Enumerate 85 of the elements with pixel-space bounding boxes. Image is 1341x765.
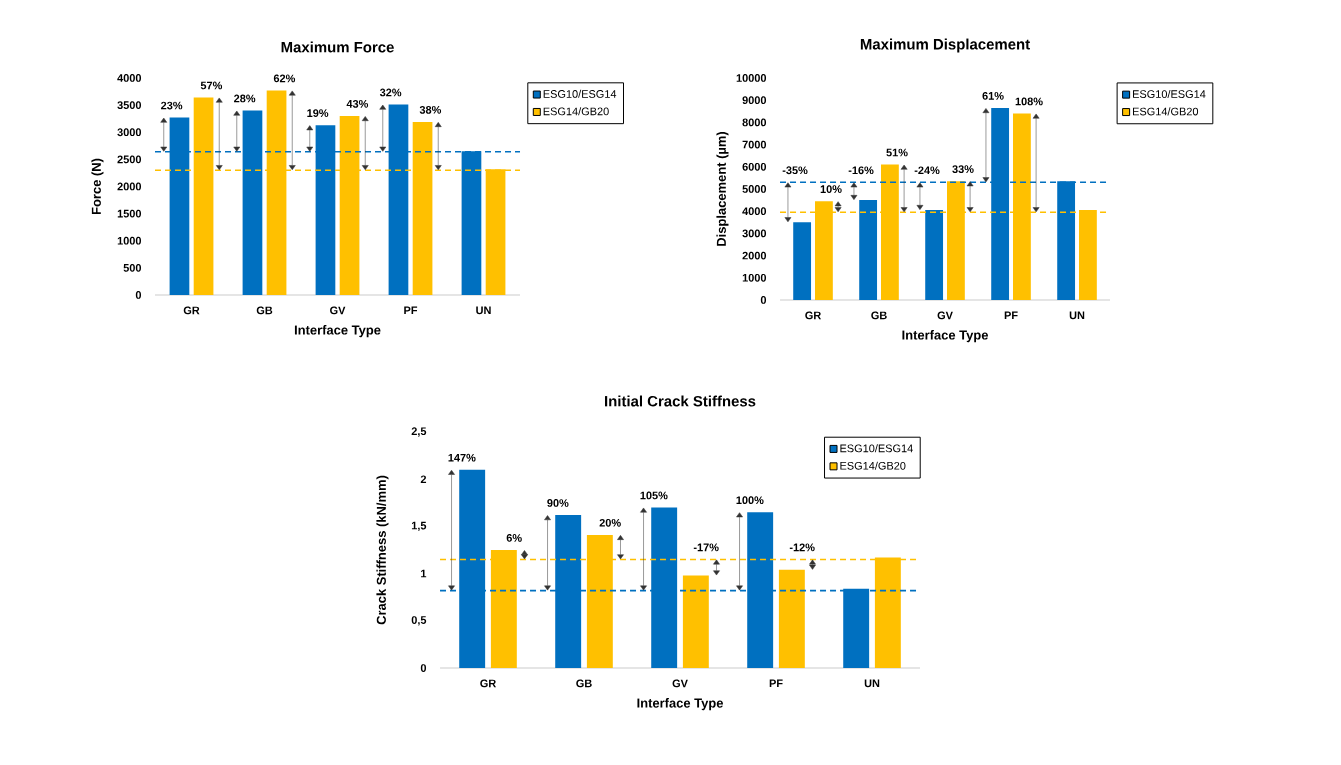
x-tick-label: UN bbox=[476, 306, 491, 315]
annotation: 10% bbox=[820, 185, 842, 193]
annotation: 43% bbox=[346, 100, 369, 108]
annotation: -17% bbox=[693, 543, 719, 552]
y-tick-label: 7000 bbox=[742, 140, 767, 149]
y-tick-label: 1000 bbox=[742, 273, 767, 282]
annotation: 23% bbox=[161, 101, 183, 110]
y-axis-title: Displacement (µm) bbox=[716, 131, 729, 246]
y-tick-label: 0 bbox=[760, 296, 767, 304]
x-tick-label: GB bbox=[871, 311, 887, 320]
annotation: 32% bbox=[379, 88, 402, 97]
y-tick-label: 1,5 bbox=[411, 521, 427, 532]
annotation: 28% bbox=[234, 94, 256, 103]
y-tick-label: 0 bbox=[135, 291, 142, 299]
y-tick-label: 3500 bbox=[117, 101, 142, 109]
annotation: 90% bbox=[547, 499, 569, 507]
annotation: 105% bbox=[640, 491, 668, 500]
y-tick-label: 0 bbox=[420, 664, 427, 672]
x-tick-label: GR bbox=[805, 311, 822, 320]
y-tick-label: 4000 bbox=[117, 74, 142, 82]
y-tick-label: 2000 bbox=[742, 251, 767, 260]
y-tick-label: 6000 bbox=[742, 162, 767, 171]
x-tick-label: UN bbox=[864, 679, 880, 688]
bar bbox=[859, 200, 878, 300]
legend-label: ESG14/GB20 bbox=[1133, 107, 1199, 116]
bar bbox=[925, 210, 944, 300]
x-tick-label: GR bbox=[480, 679, 497, 688]
annotation: 33% bbox=[952, 165, 974, 174]
bar bbox=[682, 575, 709, 668]
annotation: 19% bbox=[307, 109, 329, 117]
annotation: 20% bbox=[599, 518, 621, 527]
y-tick-label: 5000 bbox=[742, 185, 767, 193]
annotation: 62% bbox=[273, 74, 296, 83]
bar bbox=[778, 569, 805, 668]
annotation: -12% bbox=[789, 543, 815, 552]
y-tick-label: 500 bbox=[123, 263, 142, 272]
y-tick-label: 4000 bbox=[742, 207, 767, 216]
y-tick-label: 2500 bbox=[117, 155, 142, 164]
annotation: -24% bbox=[914, 166, 940, 175]
y-tick-label: 1500 bbox=[117, 209, 142, 218]
legend-label: ESG10/ESG14 bbox=[1133, 89, 1206, 98]
x-tick-label: PF bbox=[1004, 311, 1018, 320]
y-tick-label: 10000 bbox=[736, 74, 767, 82]
annotation: -35% bbox=[782, 166, 808, 175]
annotation: 61% bbox=[982, 92, 1004, 100]
bar bbox=[793, 222, 812, 300]
x-tick-label: GR bbox=[183, 306, 200, 315]
chart-title: Maximum Force bbox=[281, 41, 394, 53]
x-tick-label: UN bbox=[1069, 311, 1085, 320]
legend-label: ESG10/ESG14 bbox=[543, 89, 617, 98]
x-tick-label: GB bbox=[576, 679, 592, 688]
y-axis-title: Force (N) bbox=[91, 158, 104, 215]
x-tick-label: GB bbox=[256, 306, 273, 315]
chart-title: Maximum Displacement bbox=[860, 38, 1030, 53]
y-tick-label: 0,5 bbox=[411, 616, 427, 626]
chart-title: Initial Crack Stiffness bbox=[605, 395, 756, 407]
legend-label: ESG14/GB20 bbox=[840, 461, 906, 470]
y-tick-label: 9000 bbox=[742, 96, 767, 105]
y-axis-title: Crack Stiffness (kN/mm) bbox=[376, 475, 389, 625]
y-tick-label: 2,5 bbox=[411, 427, 427, 437]
x-tick-label: GV bbox=[672, 679, 688, 688]
y-tick-label: 8000 bbox=[742, 118, 767, 127]
annotation: 100% bbox=[736, 496, 764, 505]
annotation: 51% bbox=[886, 148, 908, 157]
x-tick-label: PF bbox=[404, 306, 418, 315]
x-axis-title: Interface Type bbox=[294, 325, 381, 338]
y-tick-label: 1000 bbox=[117, 236, 142, 245]
legend-label: ESG10/ESG14 bbox=[840, 444, 913, 453]
annotation: 108% bbox=[1015, 97, 1043, 106]
x-tick-label: GV bbox=[330, 306, 346, 315]
y-tick-label: 3000 bbox=[742, 229, 767, 238]
x-axis-title: Interface Type bbox=[637, 698, 724, 711]
x-axis-title: Interface Type bbox=[902, 330, 989, 343]
legend-label: ESG14/GB20 bbox=[543, 107, 609, 116]
annotation: 57% bbox=[200, 81, 223, 90]
x-tick-label: GV bbox=[937, 311, 953, 320]
annotation: -16% bbox=[848, 166, 874, 175]
annotation: 147% bbox=[448, 453, 476, 462]
annotation: 38% bbox=[419, 105, 442, 114]
y-tick-label: 2 bbox=[420, 475, 427, 484]
y-tick-label: 1 bbox=[421, 569, 427, 578]
y-tick-label: 3000 bbox=[117, 128, 142, 137]
y-tick-label: 2000 bbox=[117, 182, 142, 191]
annotation: 6% bbox=[506, 534, 522, 542]
x-tick-label: PF bbox=[769, 679, 783, 688]
